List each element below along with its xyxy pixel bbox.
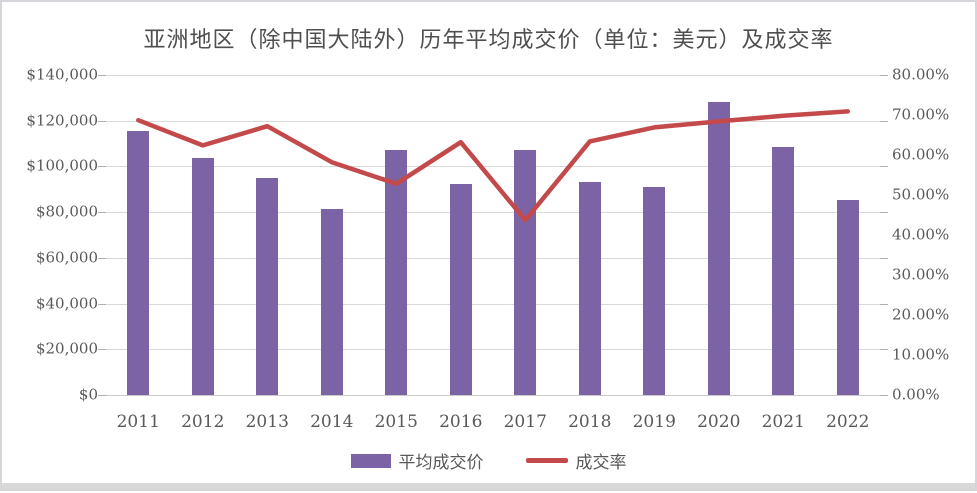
gridline <box>106 121 880 122</box>
gridline <box>106 212 880 213</box>
gridline <box>106 349 880 350</box>
bar-2019 <box>643 187 665 395</box>
right-axis-tick <box>880 212 888 213</box>
left-axis-label: $80,000 <box>6 205 98 220</box>
right-axis-tick <box>880 395 888 396</box>
legend: 平均成交价 成交率 <box>2 448 975 473</box>
right-axis-label: 10.00% <box>892 348 949 363</box>
right-axis-label: 30.00% <box>892 268 949 283</box>
bar-2016 <box>450 184 472 395</box>
bar-2014 <box>321 209 343 395</box>
bar-2013 <box>256 178 278 395</box>
x-axis-label: 2016 <box>439 412 482 432</box>
right-axis-tick <box>880 304 888 305</box>
bar-2018 <box>579 182 601 395</box>
gridline <box>106 75 880 76</box>
right-axis-tick <box>880 75 888 76</box>
bar-2017 <box>514 150 536 395</box>
gridline <box>106 258 880 259</box>
right-axis-label: 20.00% <box>892 308 949 323</box>
x-axis-line <box>106 395 880 396</box>
line-series-swatch <box>526 458 568 463</box>
x-axis-label: 2014 <box>310 412 353 432</box>
x-axis-label: 2015 <box>375 412 418 432</box>
right-axis-label: 70.00% <box>892 108 949 123</box>
left-axis-tick <box>98 121 106 122</box>
left-axis-label: $120,000 <box>6 113 98 128</box>
x-axis-label: 2011 <box>117 412 160 432</box>
bar-2011 <box>127 131 149 395</box>
bar-2022 <box>837 200 859 395</box>
right-axis-tick <box>880 349 888 350</box>
bar-2020 <box>708 102 730 395</box>
legend-item-bar: 平均成交价 <box>351 448 484 473</box>
x-axis-label: 2019 <box>633 412 676 432</box>
right-axis-label: 60.00% <box>892 148 949 163</box>
right-axis-tick <box>880 121 888 122</box>
right-axis-tick <box>880 258 888 259</box>
legend-label-line: 成交率 <box>576 448 627 473</box>
x-axis-label: 2020 <box>697 412 740 432</box>
x-axis-label: 2013 <box>246 412 289 432</box>
left-axis-tick <box>98 258 106 259</box>
gridline <box>106 166 880 167</box>
gridline <box>106 304 880 305</box>
left-axis-label: $140,000 <box>6 68 98 83</box>
left-axis-tick <box>98 395 106 396</box>
window-bottom-edge <box>2 483 975 489</box>
left-axis-tick <box>98 349 106 350</box>
legend-item-line: 成交率 <box>526 448 627 473</box>
right-axis-label: 80.00% <box>892 68 949 83</box>
right-axis-label: 50.00% <box>892 188 949 203</box>
x-axis-label: 2018 <box>568 412 611 432</box>
legend-label-bar: 平均成交价 <box>399 448 484 473</box>
left-axis-tick <box>98 212 106 213</box>
right-axis-tick <box>880 166 888 167</box>
left-axis-label: $100,000 <box>6 159 98 174</box>
left-axis-label: $60,000 <box>6 250 98 265</box>
left-axis-tick <box>98 304 106 305</box>
x-axis-label: 2021 <box>762 412 805 432</box>
left-axis-label: $0 <box>6 388 98 403</box>
x-axis-label: 2022 <box>826 412 869 432</box>
bar-2021 <box>772 147 794 395</box>
left-axis-tick <box>98 75 106 76</box>
right-axis-label: 0.00% <box>892 388 940 403</box>
left-axis-label: $40,000 <box>6 296 98 311</box>
x-axis-label: 2012 <box>181 412 224 432</box>
x-axis-label: 2017 <box>504 412 547 432</box>
bar-2012 <box>192 158 214 395</box>
bar-2015 <box>385 150 407 395</box>
bar-series-swatch <box>351 454 391 468</box>
right-axis-label: 40.00% <box>892 228 949 243</box>
left-axis-label: $20,000 <box>6 342 98 357</box>
left-axis-tick <box>98 166 106 167</box>
